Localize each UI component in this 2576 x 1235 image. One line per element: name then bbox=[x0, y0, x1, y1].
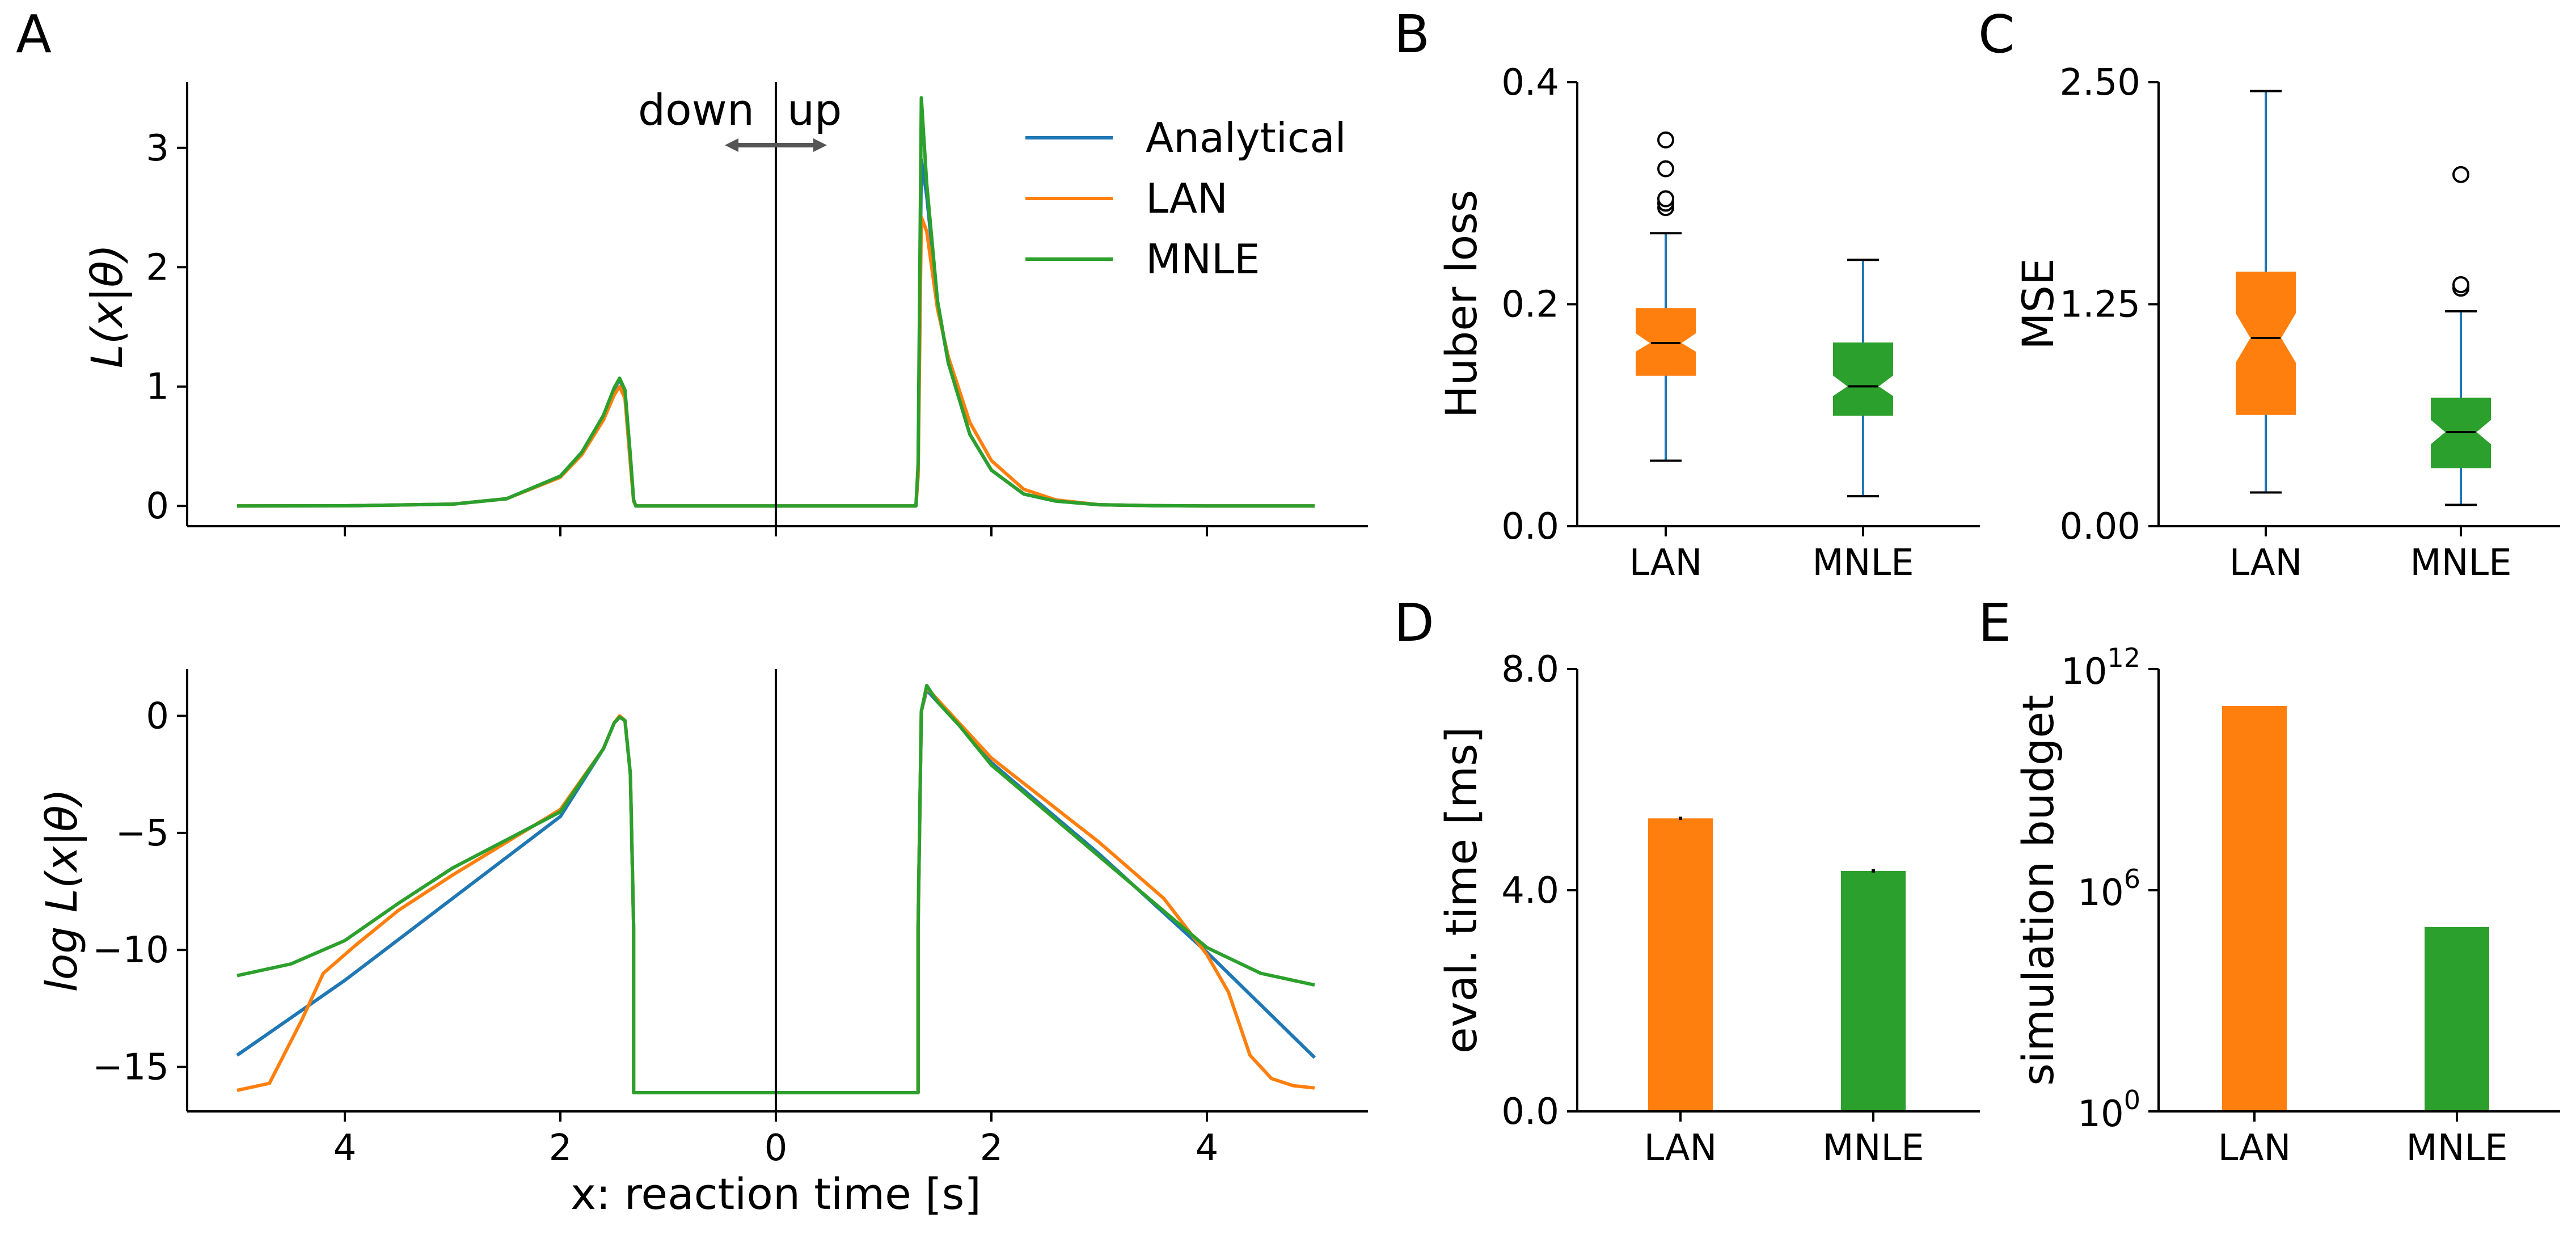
a-bottom-xlabel: x: reaction time [s] bbox=[571, 1169, 981, 1219]
y-tick-label: 1 bbox=[146, 366, 169, 408]
y-tick-label: 0 bbox=[146, 696, 169, 738]
box-mnle bbox=[1833, 342, 1893, 416]
panel-letter-c: C bbox=[1978, 4, 2015, 65]
series-line-mnle bbox=[237, 96, 1315, 508]
series-line-mnle bbox=[237, 683, 1315, 1094]
panel-d-chart: 0.0 4.0 8.0 LAN MNLE eval. time [ms] bbox=[1436, 649, 1980, 1169]
y-tick-label: 1.25 bbox=[2060, 284, 2141, 326]
b-ylabel: Huber loss bbox=[1436, 190, 1487, 418]
x-tick-label: LAN bbox=[2229, 542, 2303, 584]
x-tick-label: MNLE bbox=[2406, 1127, 2507, 1169]
panel-e-chart: 1012 106 100 LAN MNLE simulation budget bbox=[2013, 642, 2560, 1169]
d-ylabel: eval. time [ms] bbox=[1436, 727, 1487, 1054]
bar-lan bbox=[2222, 706, 2287, 1111]
up-label: up bbox=[787, 84, 842, 135]
y-tick-label: 3 bbox=[146, 128, 169, 170]
a-top-ylabel: L(x|θ) bbox=[82, 244, 133, 369]
box-lan bbox=[2236, 272, 2296, 415]
panel-letter-d: D bbox=[1394, 593, 1434, 653]
y-tick-label: −5 bbox=[116, 813, 169, 855]
panel-a-top-chart: 0 1 2 3 L(x|θ) down up Analytical LAN MNLE bbox=[82, 82, 1368, 536]
outlier-point bbox=[1657, 131, 1674, 149]
panel-b-chart: 0.0 0.2 0.4 LAN MNLE Huber loss bbox=[1436, 62, 1980, 584]
c-ylabel: MSE bbox=[2013, 258, 2063, 350]
y-tick-label: 0.0 bbox=[1501, 1091, 1559, 1133]
panel-c-chart: 0.00 1.25 2.50 LAN MNLE MSE bbox=[2013, 62, 2560, 584]
y-tick-label: 0.4 bbox=[1501, 62, 1559, 104]
x-tick-label: LAN bbox=[2218, 1127, 2291, 1169]
legend-label-mnle: MNLE bbox=[1146, 235, 1260, 283]
x-tick-label: LAN bbox=[1644, 1127, 1717, 1169]
panel-letter-e: E bbox=[1978, 593, 2011, 653]
down-label: down bbox=[638, 84, 754, 135]
outlier-point bbox=[1657, 190, 1674, 208]
legend: Analytical LAN MNLE bbox=[1025, 114, 1346, 283]
x-tick-label: MNLE bbox=[2410, 542, 2511, 584]
panel-letter-b: B bbox=[1394, 4, 1430, 65]
x-tick-label: LAN bbox=[1629, 542, 1703, 584]
y-tick-label: 106 bbox=[2077, 864, 2140, 914]
y-tick-label: 2.50 bbox=[2060, 62, 2141, 104]
y-tick-label: 1012 bbox=[2061, 642, 2140, 693]
panel-letter-a: A bbox=[16, 4, 52, 65]
x-tick-label: 0 bbox=[765, 1127, 788, 1169]
y-tick-label: 100 bbox=[2077, 1085, 2140, 1135]
x-tick-label: MNLE bbox=[1812, 542, 1914, 584]
y-tick-label: 4.0 bbox=[1501, 870, 1559, 912]
y-tick-label: −15 bbox=[92, 1047, 169, 1089]
y-tick-label: 0 bbox=[146, 485, 169, 527]
x-tick-label: 2 bbox=[980, 1127, 1003, 1169]
y-tick-label: 0.2 bbox=[1501, 284, 1559, 326]
y-tick-label: 8.0 bbox=[1501, 649, 1559, 691]
outlier-point bbox=[1657, 160, 1674, 177]
x-tick-label: 4 bbox=[333, 1127, 357, 1169]
bar-mnle bbox=[2425, 927, 2489, 1111]
outlier-point bbox=[2452, 276, 2469, 294]
y-tick-label: 0.00 bbox=[2060, 506, 2141, 548]
e-ylabel: simulation budget bbox=[2013, 695, 2063, 1086]
bar-mnle bbox=[1841, 870, 1906, 1111]
x-tick-label: MNLE bbox=[1822, 1127, 1924, 1169]
y-tick-label: 0.0 bbox=[1501, 506, 1559, 548]
y-tick-label: −10 bbox=[92, 929, 169, 971]
y-tick-label: 2 bbox=[146, 247, 169, 289]
outlier-point bbox=[2452, 166, 2469, 183]
x-tick-label: 4 bbox=[1196, 1127, 1219, 1169]
panel-a-bottom-chart: 0 −5 −10 −15 4 2 0 2 4 log L(x|θ) x: reaction t… bbox=[36, 669, 1368, 1219]
bar-lan bbox=[1648, 818, 1713, 1111]
legend-label-analytical: Analytical bbox=[1146, 114, 1346, 162]
legend-label-lan: LAN bbox=[1146, 175, 1228, 222]
a-bottom-ylabel: log L(x|θ) bbox=[36, 789, 87, 992]
x-tick-label: 2 bbox=[549, 1127, 572, 1169]
direction-arrow bbox=[725, 138, 827, 152]
